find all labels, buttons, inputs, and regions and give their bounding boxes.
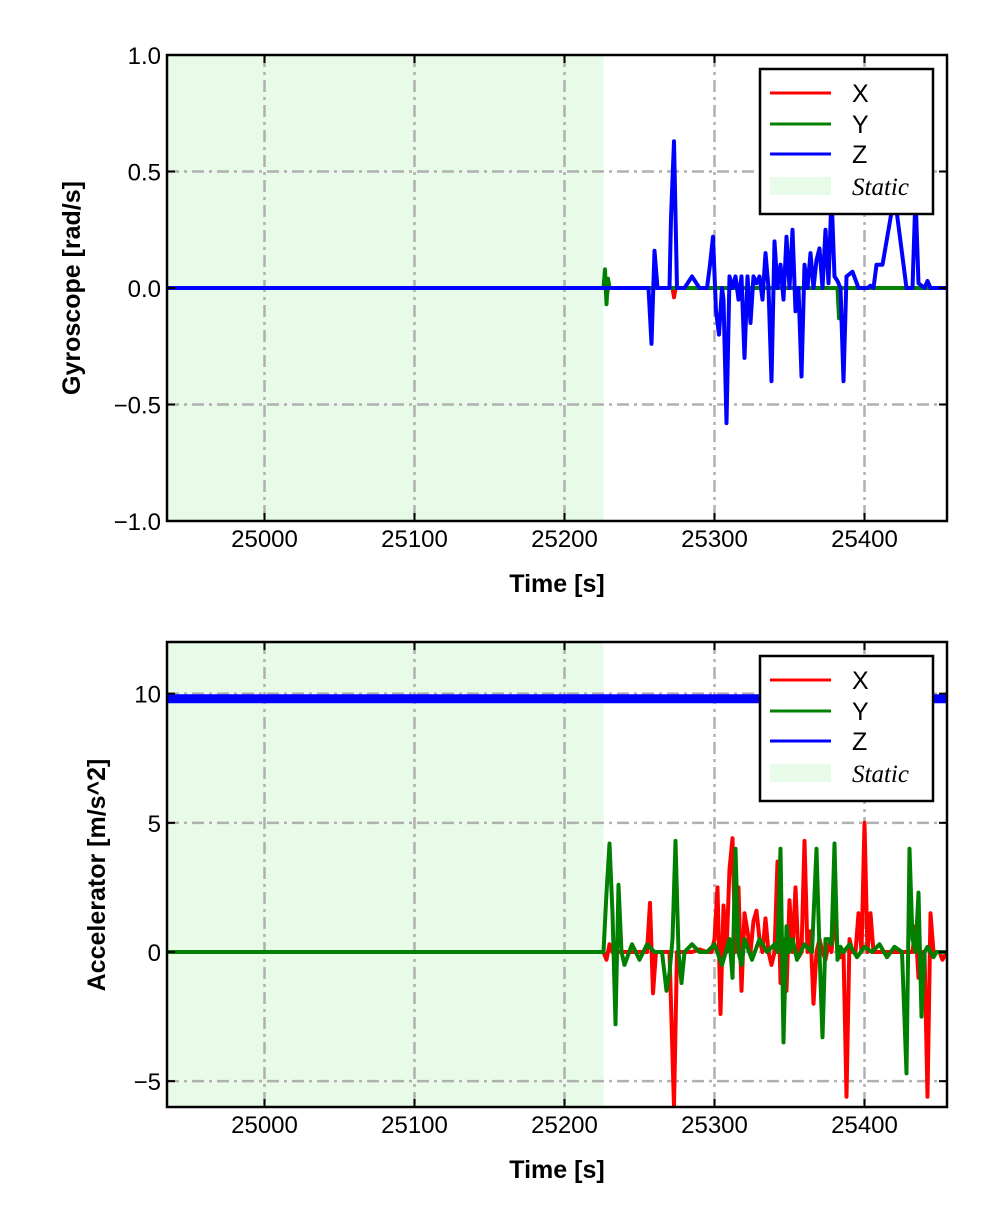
acc-x-tick-label: 25200 (531, 1112, 598, 1139)
gyro-x-tick-label: 25300 (681, 526, 748, 553)
gyro-series-z-line (167, 139, 947, 426)
acc-legend-label-z: Z (852, 728, 867, 756)
gyro-y-tick-label: −0.5 (114, 393, 161, 420)
gyro-legend-label-z: Z (852, 141, 867, 169)
gyro-x-tick-label: 25400 (831, 526, 898, 553)
acc-ticks: 25000 25100 25200 25300 25400 −5 0 5 10 (134, 642, 947, 1139)
acc-legend-label-static: Static (852, 761, 909, 788)
acc-y-tick-label: 0 (148, 940, 161, 967)
acc-legend-label-x: X (852, 667, 869, 695)
acc-x-tick-label: 25100 (381, 1112, 448, 1139)
acc-series-y-line (167, 838, 947, 1076)
gyro-x-tick-label: 25200 (531, 526, 598, 553)
gyro-y-tick-label: 1.0 (128, 43, 161, 70)
gyro-y-tick-label: 0.0 (128, 276, 161, 303)
gyro-series-lines (167, 139, 947, 426)
acc-y-tick-label: −5 (134, 1069, 161, 1096)
gyro-x-axis-label: Time [s] (509, 570, 604, 598)
acc-y-tick-label: 5 (148, 811, 161, 838)
acc-legend-swatch-static (770, 764, 831, 782)
accelerator-panel: 25000 25100 25200 25300 25400 −5 0 5 10 Time [s]… (83, 640, 949, 1184)
gyro-y-tick-label: −1.0 (114, 509, 161, 536)
gyro-legend-label-y: Y (852, 111, 869, 139)
acc-legend-label-y: Y (852, 698, 869, 726)
acc-x-tick-label: 25400 (831, 1112, 898, 1139)
gyro-legend-label-static: Static (852, 174, 909, 201)
gyro-legend-label-x: X (852, 80, 869, 108)
acc-x-tick-label: 25000 (231, 1112, 298, 1139)
acc-static-region (167, 642, 604, 1107)
gyro-x-tick-label: 25100 (381, 526, 448, 553)
gyro-x-tick-label: 25000 (231, 526, 298, 553)
gyro-y-axis-label: Gyroscope [rad/s] (58, 181, 86, 395)
gyro-legend-swatch-static (770, 177, 831, 195)
acc-y-axis-label: Accelerator [m/s^2] (83, 759, 111, 992)
gyro-legend: X Y Z Static (758, 67, 935, 216)
acc-x-tick-label: 25300 (681, 1112, 748, 1139)
gyro-y-tick-label: 0.5 (128, 160, 161, 187)
acc-y-tick-label: 10 (134, 682, 161, 709)
acc-legend: X Y Z Static (758, 654, 935, 803)
gyroscope-panel: 25000 25100 25200 25300 25400 −1.0 −0.5 0.0 0.5 1… (58, 43, 949, 598)
acc-x-axis-label: Time [s] (509, 1156, 604, 1184)
gyro-ticks: 25000 25100 25200 25300 25400 −1.0 −0.5 0.0 0.5 1… (114, 43, 947, 553)
acc-plot-frame (165, 640, 949, 1109)
